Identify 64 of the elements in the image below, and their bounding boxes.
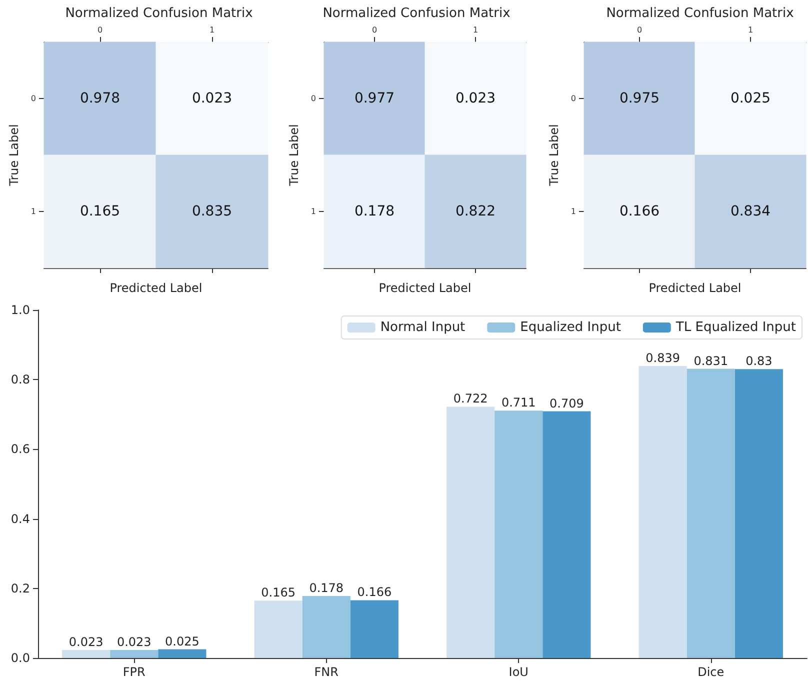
x-axis-title: Predicted Label bbox=[110, 281, 202, 295]
x-tick-label: 1 bbox=[209, 26, 215, 34]
chart-title: Normalized Confusion Matrix bbox=[322, 6, 511, 21]
y-tick-label: 0.0 bbox=[10, 651, 30, 665]
data-label: 0.977 bbox=[354, 90, 395, 106]
data-label: 0.978 bbox=[80, 90, 120, 106]
bar bbox=[686, 368, 735, 658]
x-tick-label: FNR bbox=[314, 665, 338, 679]
data-label: 0.831 bbox=[694, 354, 728, 368]
data-label: 0.975 bbox=[619, 90, 660, 106]
data-label: 0.023 bbox=[455, 90, 496, 106]
data-label: 0.83 bbox=[746, 354, 772, 368]
data-label: 0.165 bbox=[80, 204, 120, 220]
data-label: 0.178 bbox=[354, 204, 395, 220]
data-label: 0.834 bbox=[730, 204, 771, 220]
legend-label: TL Equalized Input bbox=[674, 320, 796, 335]
bar bbox=[494, 410, 543, 658]
y-tick-label: 0.8 bbox=[10, 372, 30, 387]
data-label: 0.025 bbox=[165, 634, 200, 648]
bar bbox=[62, 650, 110, 658]
chart-title: Normalized Confusion Matrix bbox=[65, 6, 254, 21]
data-label: 0.023 bbox=[116, 634, 152, 649]
bar bbox=[302, 596, 350, 658]
data-label: 0.023 bbox=[68, 634, 104, 649]
x-axis-title: Predicted Label bbox=[378, 281, 472, 295]
bar bbox=[110, 650, 158, 658]
bar bbox=[254, 600, 302, 658]
bar bbox=[350, 600, 398, 658]
x-tick-label: Dice bbox=[698, 665, 724, 679]
data-label: 0.166 bbox=[357, 585, 392, 600]
data-label: 0.178 bbox=[309, 581, 344, 596]
data-label: 0.822 bbox=[455, 204, 496, 220]
y-tick-label: 1.0 bbox=[10, 303, 30, 317]
y-axis-title: True Label bbox=[547, 124, 562, 187]
chart-title: Normalized Confusion Matrix bbox=[606, 6, 794, 21]
x-tick-label: 1 bbox=[748, 26, 754, 34]
bar bbox=[734, 369, 783, 658]
bar bbox=[446, 406, 495, 658]
data-label: 0.711 bbox=[501, 396, 536, 410]
y-tick-label: 0.2 bbox=[10, 581, 30, 596]
data-label: 0.835 bbox=[192, 204, 232, 220]
data-label: 0.166 bbox=[619, 204, 660, 220]
x-tick-label: 0 bbox=[636, 26, 642, 34]
data-label: 0.839 bbox=[646, 351, 680, 366]
x-tick-label: IoU bbox=[508, 665, 528, 679]
y-tick-label: 0.6 bbox=[10, 442, 30, 456]
legend-label: Equalized Input bbox=[520, 320, 621, 335]
bar bbox=[638, 366, 687, 658]
x-tick-label: 0 bbox=[372, 26, 378, 34]
bar bbox=[158, 649, 206, 658]
x-axis-title: Predicted Label bbox=[648, 281, 742, 295]
x-tick-label: FPR bbox=[122, 665, 146, 679]
y-axis-title: True Label bbox=[287, 124, 301, 187]
data-label: 0.722 bbox=[453, 392, 488, 406]
legend-label: Normal Input bbox=[380, 320, 466, 335]
x-tick-label: 0 bbox=[97, 26, 103, 34]
data-label: 0.023 bbox=[192, 90, 232, 106]
y-axis-title: True Label bbox=[7, 124, 21, 187]
y-tick-label: 0.4 bbox=[10, 512, 30, 526]
bar bbox=[542, 411, 591, 658]
data-label: 0.709 bbox=[550, 396, 584, 410]
x-tick-label: 1 bbox=[472, 26, 478, 34]
data-label: 0.165 bbox=[261, 586, 296, 600]
data-label: 0.025 bbox=[730, 90, 771, 106]
